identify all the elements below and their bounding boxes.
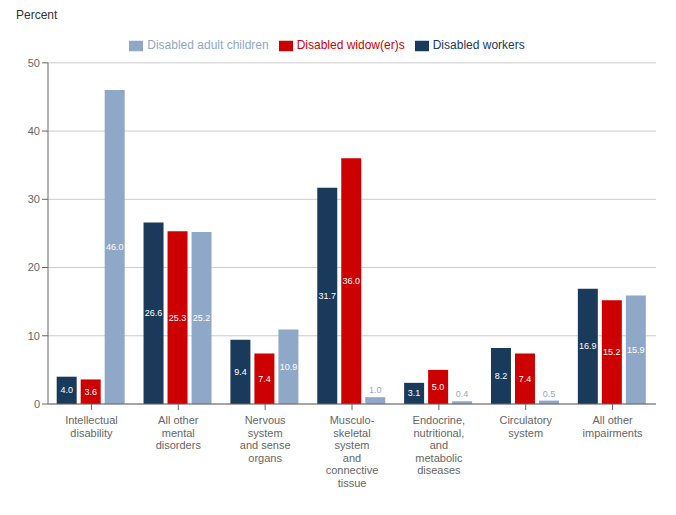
svg-text:Circulatorysystem: Circulatorysystem bbox=[499, 414, 552, 439]
html-text:Disabled workers: Disabled workers bbox=[432, 38, 525, 52]
svg-text:20: 20 bbox=[28, 261, 40, 273]
svg-text:8.2: 8.2 bbox=[495, 371, 508, 381]
svg-text:10: 10 bbox=[28, 330, 40, 342]
svg-text:3.6: 3.6 bbox=[84, 387, 97, 397]
svg-text:5.0: 5.0 bbox=[432, 382, 445, 392]
svg-text:7.4: 7.4 bbox=[519, 374, 532, 384]
svg-text:25.3: 25.3 bbox=[169, 313, 187, 323]
svg-text:10.9: 10.9 bbox=[280, 362, 298, 372]
svg-text:15.2: 15.2 bbox=[603, 347, 621, 357]
svg-text:0: 0 bbox=[34, 398, 40, 410]
svg-text:Nervoussystemand senseorgans: Nervoussystemand senseorgans bbox=[240, 414, 291, 464]
svg-text:9.4: 9.4 bbox=[234, 367, 247, 377]
svg-text:Intellectualdisability: Intellectualdisability bbox=[65, 414, 118, 439]
html-text:Percent: Percent bbox=[16, 8, 58, 22]
svg-text:25.2: 25.2 bbox=[193, 313, 211, 323]
svg-text:1.0: 1.0 bbox=[369, 385, 382, 395]
svg-text:0.5: 0.5 bbox=[543, 389, 556, 399]
svg-text:3.1: 3.1 bbox=[408, 388, 421, 398]
html-text:Disabled adult children: Disabled adult children bbox=[147, 38, 269, 52]
svg-text:50: 50 bbox=[28, 57, 40, 69]
svg-text:4.0: 4.0 bbox=[60, 385, 73, 395]
svg-text:7.4: 7.4 bbox=[258, 374, 271, 384]
svg-text:All otherimpairments: All otherimpairments bbox=[583, 414, 643, 439]
svg-text:46.0: 46.0 bbox=[106, 242, 124, 252]
svg-text:Musculo-skeletalsystemandconne: Musculo-skeletalsystemandconnectivetissu… bbox=[326, 414, 379, 489]
svg-text:36.0: 36.0 bbox=[342, 276, 360, 286]
svg-text:26.6: 26.6 bbox=[145, 308, 163, 318]
svg-text:15.9: 15.9 bbox=[627, 345, 645, 355]
svg-text:All othermentaldisorders: All othermentaldisorders bbox=[156, 414, 202, 451]
svg-text:Endocrine,nutritional,andmetab: Endocrine,nutritional,andmetabolicdiseas… bbox=[413, 414, 466, 476]
svg-text:16.9: 16.9 bbox=[579, 341, 597, 351]
html-text:Disabled widow(er)s: Disabled widow(er)s bbox=[296, 38, 405, 52]
svg-text:30: 30 bbox=[28, 193, 40, 205]
svg-text:0.4: 0.4 bbox=[456, 389, 469, 399]
svg-text:31.7: 31.7 bbox=[318, 291, 336, 301]
svg-text:40: 40 bbox=[28, 125, 40, 137]
